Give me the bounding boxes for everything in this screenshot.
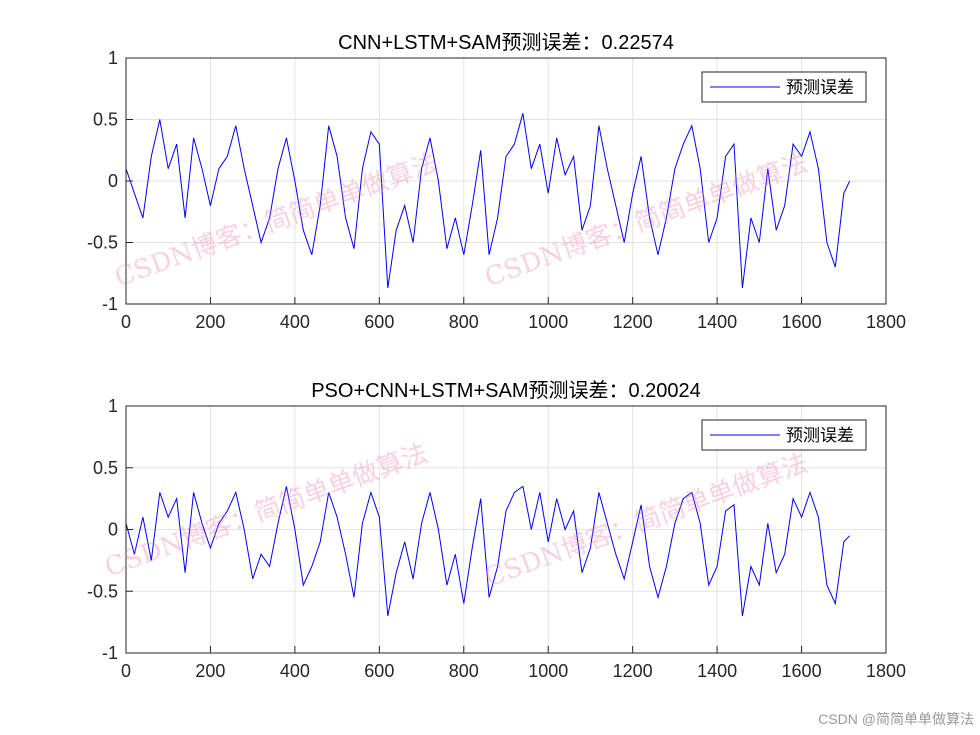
legend: 预测误差 (701, 71, 867, 103)
y-tick-label: 0.5 (93, 458, 118, 478)
series-line (125, 113, 851, 289)
x-tick-label: 1600 (782, 661, 822, 681)
y-tick-label: -0.5 (87, 581, 118, 601)
footer-credit: CSDN @简简单单做算法 (818, 711, 974, 727)
x-tick-label: 1400 (697, 661, 737, 681)
x-tick-label: 600 (364, 661, 394, 681)
x-tick-label: 800 (449, 661, 479, 681)
legend-label: 预测误差 (786, 78, 854, 97)
y-tick-label: 0 (108, 171, 118, 191)
y-tick-label: 0.5 (93, 110, 118, 130)
x-tick-label: 1200 (613, 661, 653, 681)
series-line (125, 485, 851, 617)
y-tick-label: -1 (102, 643, 118, 663)
subplot-1: 0 200 400 600 800 1000 1200 1400 1600 1800 -1 -0.5 0… (87, 31, 906, 332)
x-tick-label: 800 (449, 312, 479, 332)
y-tick-label: 0 (108, 520, 118, 540)
x-tick-label: 400 (280, 312, 310, 332)
y-tick-label: -1 (102, 294, 118, 314)
axes-box (125, 57, 887, 305)
x-tick-label: 1600 (782, 312, 822, 332)
x-tick-label: 1800 (866, 312, 906, 332)
x-tick-label: 0 (121, 312, 131, 332)
x-tick-label: 200 (195, 661, 225, 681)
chart-title: CNN+LSTM+SAM预测误差：0.22574 (338, 31, 674, 54)
y-tick-label: 1 (108, 48, 118, 68)
x-tick-label: 1000 (528, 661, 568, 681)
x-tick-label: 600 (364, 312, 394, 332)
chart-title: PSO+CNN+LSTM+SAM预测误差：0.20024 (311, 379, 701, 402)
x-tick-label: 400 (280, 661, 310, 681)
x-tick-label: 1400 (697, 312, 737, 332)
x-tick-label: 1000 (528, 312, 568, 332)
y-tick-label: -0.5 (87, 233, 118, 253)
axes-box (125, 405, 887, 654)
legend: 预测误差 (701, 419, 867, 451)
subplot-2: 0 200 400 600 800 1000 1200 1400 1600 1800 -1 -0.5 0… (87, 379, 906, 681)
x-tick-label: 1200 (613, 312, 653, 332)
legend-label: 预测误差 (786, 426, 854, 445)
x-tick-label: 1800 (866, 661, 906, 681)
legend-box (701, 71, 867, 103)
x-tick-label: 0 (121, 661, 131, 681)
y-tick-label: 1 (108, 396, 118, 416)
x-tick-label: 200 (195, 312, 225, 332)
